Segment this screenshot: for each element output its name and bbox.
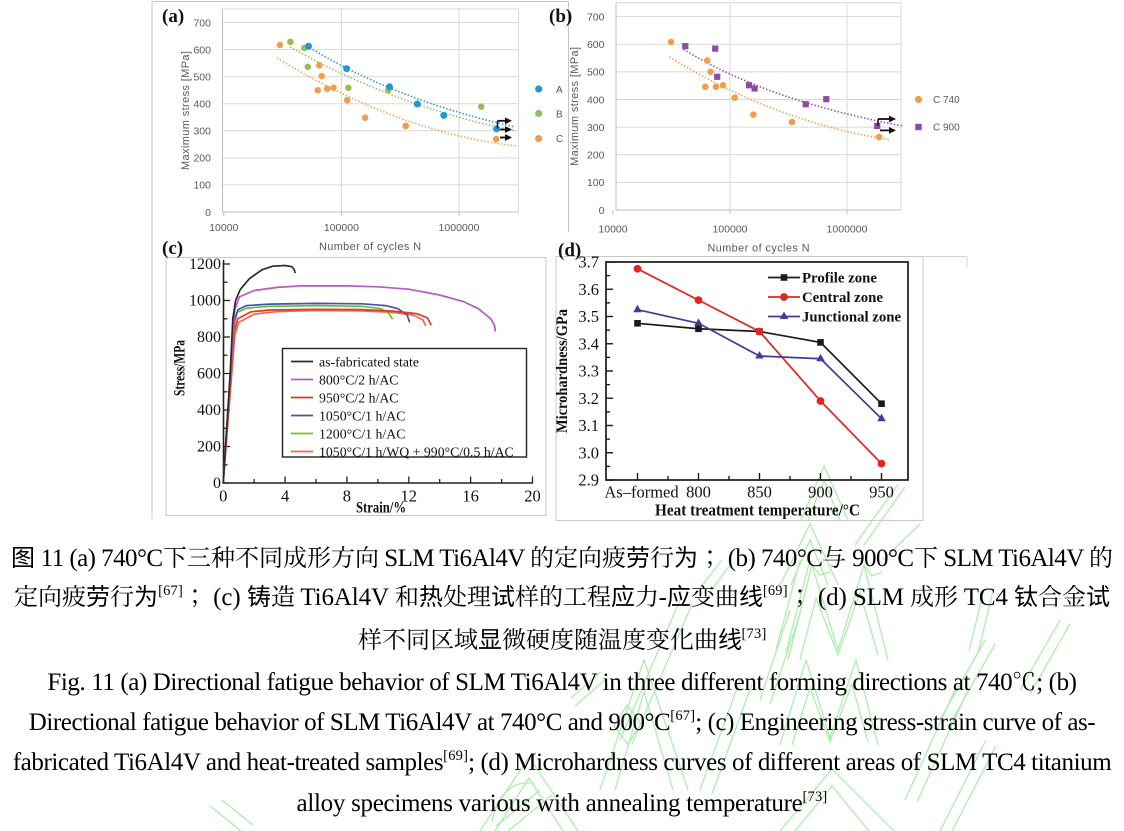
svg-text:100000: 100000 bbox=[712, 223, 747, 235]
svg-text:B: B bbox=[556, 110, 563, 121]
svg-text:as-fabricated state: as-fabricated state bbox=[319, 355, 419, 370]
svg-text:500: 500 bbox=[587, 67, 605, 79]
svg-text:10000: 10000 bbox=[209, 222, 238, 234]
svg-text:C 900: C 900 bbox=[933, 123, 960, 134]
svg-text:3.6: 3.6 bbox=[578, 280, 599, 299]
svg-text:0: 0 bbox=[599, 205, 605, 217]
svg-text:A: A bbox=[556, 85, 563, 96]
svg-text:100000: 100000 bbox=[324, 222, 359, 234]
svg-text:300: 300 bbox=[587, 122, 605, 134]
svg-text:400: 400 bbox=[193, 99, 211, 111]
svg-text:(c): (c) bbox=[162, 238, 183, 259]
svg-text:0: 0 bbox=[213, 475, 221, 492]
svg-text:800°C/2 h/AC: 800°C/2 h/AC bbox=[319, 373, 399, 388]
svg-text:200: 200 bbox=[587, 150, 605, 162]
svg-text:200: 200 bbox=[197, 439, 221, 456]
svg-text:2.9: 2.9 bbox=[578, 471, 599, 490]
svg-text:3.5: 3.5 bbox=[578, 307, 599, 326]
svg-text:0: 0 bbox=[219, 487, 227, 506]
svg-text:Junctional zone: Junctional zone bbox=[802, 310, 901, 326]
svg-text:700: 700 bbox=[193, 17, 211, 29]
svg-text:(b): (b) bbox=[549, 6, 572, 27]
svg-text:950: 950 bbox=[869, 483, 894, 502]
svg-text:Maximum stress [MPa]: Maximum stress [MPa] bbox=[569, 47, 581, 166]
svg-text:500: 500 bbox=[193, 72, 211, 84]
svg-text:800: 800 bbox=[686, 483, 711, 502]
svg-text:950°C/2 h/AC: 950°C/2 h/AC bbox=[319, 391, 399, 406]
svg-text:100: 100 bbox=[193, 180, 211, 192]
svg-text:Central zone: Central zone bbox=[802, 290, 883, 306]
svg-text:1000: 1000 bbox=[189, 293, 221, 310]
svg-text:3.1: 3.1 bbox=[578, 416, 599, 435]
svg-text:4: 4 bbox=[281, 487, 289, 506]
svg-text:3.4: 3.4 bbox=[578, 334, 599, 353]
svg-text:1050°C/1 h/AC: 1050°C/1 h/AC bbox=[319, 409, 405, 424]
svg-text:(d): (d) bbox=[558, 240, 581, 261]
svg-text:200: 200 bbox=[193, 153, 211, 165]
svg-text:600: 600 bbox=[587, 39, 605, 51]
svg-text:Stress/MPa: Stress/MPa bbox=[172, 340, 189, 396]
svg-text:Heat treatment temperature/°C: Heat treatment temperature/°C bbox=[655, 501, 860, 520]
svg-text:800: 800 bbox=[197, 329, 221, 346]
svg-text:Number of cycles N: Number of cycles N bbox=[319, 241, 421, 253]
svg-text:Number of cycles N: Number of cycles N bbox=[708, 242, 810, 254]
svg-text:Strain/%: Strain/% bbox=[356, 500, 406, 517]
svg-text:As–formed: As–formed bbox=[604, 483, 679, 502]
svg-text:1200°C/1 h/AC: 1200°C/1 h/AC bbox=[319, 427, 405, 442]
svg-text:400: 400 bbox=[197, 402, 221, 419]
svg-text:12: 12 bbox=[401, 487, 418, 506]
svg-text:400: 400 bbox=[587, 94, 605, 106]
svg-text:20: 20 bbox=[524, 487, 541, 506]
svg-text:3.2: 3.2 bbox=[578, 389, 599, 408]
svg-text:3.7: 3.7 bbox=[578, 253, 599, 272]
svg-text:3.0: 3.0 bbox=[578, 443, 599, 462]
svg-text:3.3: 3.3 bbox=[578, 362, 599, 381]
svg-text:600: 600 bbox=[197, 366, 221, 383]
svg-text:0: 0 bbox=[205, 207, 211, 219]
svg-text:Profile zone: Profile zone bbox=[802, 271, 877, 287]
svg-text:Maximum stress [MPa]: Maximum stress [MPa] bbox=[180, 51, 192, 170]
svg-text:C 740: C 740 bbox=[933, 95, 960, 106]
svg-text:Microhardness/GPa: Microhardness/GPa bbox=[554, 309, 571, 433]
svg-text:600: 600 bbox=[193, 44, 211, 56]
svg-text:1050°C/1 h/WQ + 990°C/0.5 h/AC: 1050°C/1 h/WQ + 990°C/0.5 h/AC bbox=[319, 445, 514, 460]
svg-text:1000000: 1000000 bbox=[439, 222, 480, 234]
svg-text:8: 8 bbox=[343, 487, 351, 506]
svg-text:850: 850 bbox=[747, 483, 772, 502]
svg-text:900: 900 bbox=[808, 483, 833, 502]
svg-text:10000: 10000 bbox=[598, 223, 627, 235]
svg-text:16: 16 bbox=[462, 487, 479, 506]
svg-text:1200: 1200 bbox=[189, 256, 221, 273]
svg-text:700: 700 bbox=[587, 11, 605, 23]
svg-text:100: 100 bbox=[587, 177, 605, 189]
svg-text:1000000: 1000000 bbox=[827, 223, 868, 235]
svg-text:C: C bbox=[556, 134, 563, 145]
svg-text:(a): (a) bbox=[162, 6, 184, 27]
svg-text:300: 300 bbox=[193, 126, 211, 138]
